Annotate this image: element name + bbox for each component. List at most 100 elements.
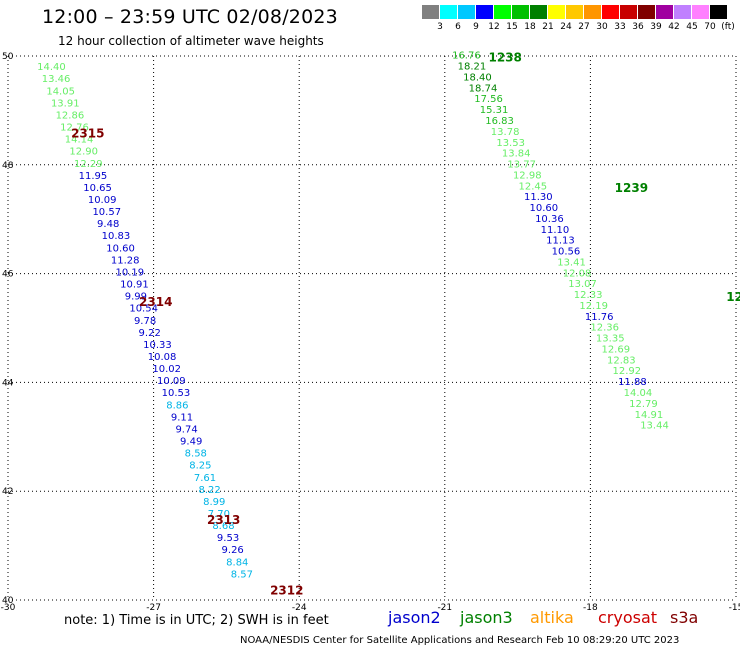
y-tick-label: 46 xyxy=(2,270,14,280)
wave-height-label: 13.53 xyxy=(496,138,525,149)
legend-label: 6 xyxy=(455,22,461,32)
wave-height-label: 10.83 xyxy=(102,231,131,242)
satellite-jason3: jason3 xyxy=(460,608,513,627)
wave-height-label: 12.92 xyxy=(613,366,642,377)
legend-label: 42 xyxy=(668,22,680,32)
wave-height-label: 14.14 xyxy=(65,135,94,146)
legend-swatch xyxy=(512,5,530,19)
wave-height-label: 10.56 xyxy=(552,247,581,258)
wave-height-label: 10.08 xyxy=(148,352,177,363)
wave-height-label: 13.07 xyxy=(568,279,597,290)
wave-height-label: 9.74 xyxy=(175,424,197,435)
wave-height-label: 10.91 xyxy=(120,280,149,291)
wave-height-label: 9.99 xyxy=(125,292,147,303)
wave-height-label: 8.84 xyxy=(226,557,248,568)
wave-height-label: 9.22 xyxy=(139,328,161,339)
wave-height-label: 14.04 xyxy=(624,388,653,399)
legend-swatch xyxy=(530,5,548,19)
wave-height-label: 10.09 xyxy=(88,195,117,206)
legend-swatch xyxy=(440,5,458,19)
grid-lines xyxy=(7,55,737,601)
y-tick-label: 50 xyxy=(2,52,14,62)
wave-height-label: 13.44 xyxy=(640,421,669,432)
wave-height-label: 16.76 xyxy=(452,51,481,62)
wave-height-label: 10.33 xyxy=(143,340,172,351)
wave-height-label: 8.99 xyxy=(203,497,225,508)
wave-height-label: 7.70 xyxy=(208,509,230,520)
legend-label: 12 xyxy=(488,22,500,32)
x-tick-label: -21 xyxy=(437,603,452,613)
satellite-jason2: jason2 xyxy=(388,608,441,627)
y-tick-label: 44 xyxy=(2,378,14,388)
wave-height-label: 10.09 xyxy=(157,376,186,387)
legend-swatch xyxy=(458,5,476,19)
legend-label: 39 xyxy=(650,22,662,32)
wave-height-label: 14.91 xyxy=(635,410,664,421)
chart-subtitle: 12 hour collection of altimeter wave hei… xyxy=(58,34,324,48)
wave-height-label: 14.40 xyxy=(37,62,66,73)
wave-height-label: 12.69 xyxy=(601,344,630,355)
wave-height-label: 9.53 xyxy=(217,533,239,544)
wave-height-label: 10.60 xyxy=(106,243,135,254)
wave-height-label: 12.19 xyxy=(579,301,608,312)
wave-height-label: 11.88 xyxy=(618,377,647,388)
legend-label: 27 xyxy=(578,22,590,32)
legend-swatch xyxy=(602,5,620,19)
wave-height-label: 18.74 xyxy=(469,83,498,94)
wave-height-label: 11.13 xyxy=(546,236,575,247)
legend-label: 9 xyxy=(473,22,479,32)
wave-height-label: 12.36 xyxy=(590,323,619,334)
color-legend xyxy=(422,5,728,19)
wave-height-label: 14.05 xyxy=(46,86,75,97)
legend-label: 70 xyxy=(704,22,716,32)
legend-swatch xyxy=(476,5,494,19)
wave-height-label: 11.95 xyxy=(79,171,108,182)
wave-height-label: 8.58 xyxy=(185,449,207,460)
wave-height-label: 10.02 xyxy=(152,364,181,375)
x-tick-label: -15 xyxy=(729,603,740,613)
track-number: 1238 xyxy=(488,50,521,64)
wave-height-label: 12.76 xyxy=(60,123,89,134)
legend-label: (ft) xyxy=(721,22,735,32)
legend-swatch xyxy=(656,5,674,19)
track-number: 2315 xyxy=(71,127,104,141)
legend-label: 33 xyxy=(614,22,626,32)
wave-height-label: 11.28 xyxy=(111,255,140,266)
y-tick-label: 40 xyxy=(2,596,14,606)
wave-height-label: 12.79 xyxy=(629,399,658,410)
legend-label: 30 xyxy=(596,22,608,32)
wave-height-label: 9.48 xyxy=(97,219,119,230)
x-tick-label: -24 xyxy=(292,603,307,613)
wave-height-label: 13.84 xyxy=(502,149,531,160)
legend-label: 15 xyxy=(506,22,518,32)
wave-height-label: 13.91 xyxy=(51,98,80,109)
wave-height-label: 13.77 xyxy=(507,160,536,171)
wave-height-label: 10.19 xyxy=(116,267,145,278)
wave-height-label: 13.35 xyxy=(596,334,625,345)
wave-height-label: 8.22 xyxy=(198,485,220,496)
wave-height-label: 9.26 xyxy=(222,545,244,556)
track-number: 1239 xyxy=(615,181,648,195)
x-tick-label: -30 xyxy=(1,603,16,613)
wave-height-label: 11.76 xyxy=(585,312,614,323)
wave-height-label: 8.68 xyxy=(212,521,234,532)
legend-label: 45 xyxy=(686,22,698,32)
legend-swatch xyxy=(692,5,710,19)
wave-height-label: 12.83 xyxy=(607,355,636,366)
satellite-s3a: s3a xyxy=(670,608,699,627)
legend-swatch xyxy=(548,5,566,19)
legend-swatch xyxy=(584,5,602,19)
y-tick-label: 42 xyxy=(2,487,13,497)
wave-height-label: 8.86 xyxy=(166,400,188,411)
legend-swatch xyxy=(710,5,728,19)
wave-height-label: 8.57 xyxy=(231,569,253,580)
track-number: 1240 xyxy=(726,290,740,304)
legend-swatch xyxy=(620,5,638,19)
legend-swatch xyxy=(674,5,692,19)
track-labels: 2315 2314 2313 2312 1238 1239 1240 xyxy=(71,50,740,597)
wave-height-label: 18.40 xyxy=(463,72,492,83)
wave-height-label: 13.46 xyxy=(42,74,71,85)
